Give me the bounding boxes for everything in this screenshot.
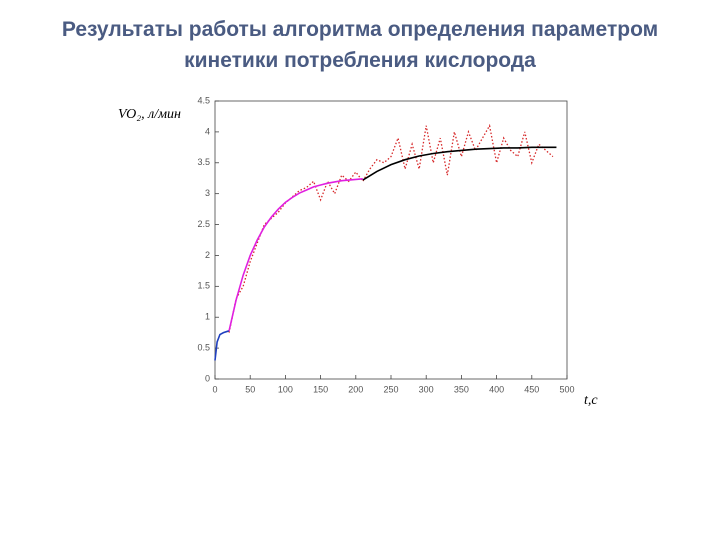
x-tick-label: 300 xyxy=(419,384,434,394)
x-tick-label: 150 xyxy=(313,384,328,394)
y-tick-label: 0 xyxy=(205,373,210,383)
x-tick-label: 500 xyxy=(559,384,574,394)
x-tick-label: 50 xyxy=(245,384,255,394)
x-tick-label: 400 xyxy=(489,384,504,394)
plot-frame xyxy=(214,100,568,380)
y-tick-label: 1 xyxy=(205,312,210,322)
x-tick-label: 450 xyxy=(524,384,539,394)
slide-title: Результаты работы алгоритма определения … xyxy=(61,18,659,72)
x-tick-label: 350 xyxy=(454,384,469,394)
y-tick-label: 4 xyxy=(205,126,210,136)
x-tick-label: 250 xyxy=(383,384,398,394)
x-tick-label: 0 xyxy=(212,384,217,394)
data-line xyxy=(362,146,557,181)
y-tick-label: 3.5 xyxy=(197,157,210,167)
data-line xyxy=(214,330,230,361)
y-tick-label: 2 xyxy=(205,250,210,260)
y-tick-label: 3 xyxy=(205,188,210,198)
data-line xyxy=(228,178,363,331)
x-axis-label: t,c xyxy=(584,393,598,408)
x-tick-label: 100 xyxy=(278,384,293,394)
x-tick-label: 200 xyxy=(348,384,363,394)
y-tick-label: 4.5 xyxy=(197,95,210,105)
y-tick-label: 1.5 xyxy=(197,281,210,291)
data-line xyxy=(228,123,554,333)
y-tick-label: 0.5 xyxy=(197,342,210,352)
y-tick-label: 2.5 xyxy=(197,219,210,229)
y-axis-label: VO₂, л/мин xyxy=(118,107,181,122)
